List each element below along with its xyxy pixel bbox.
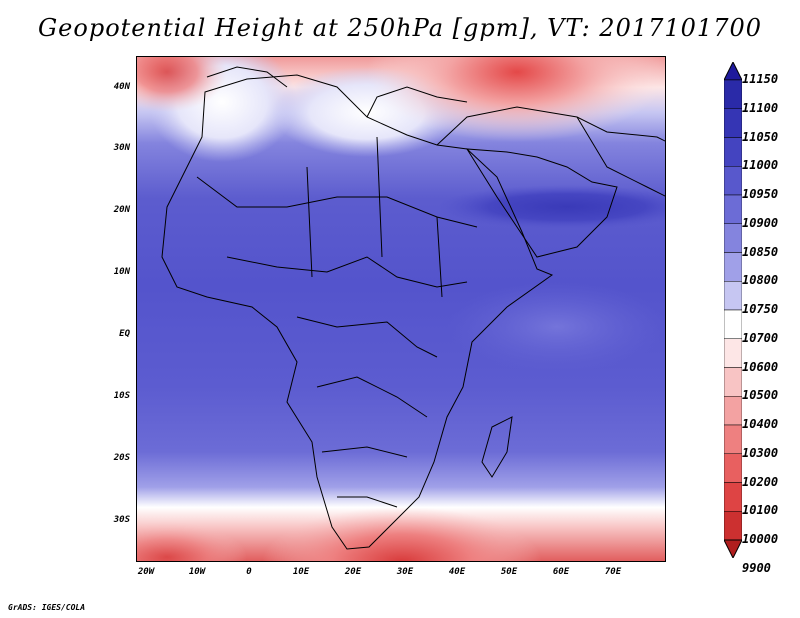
colorbar-bottom-triangle [723,539,743,560]
colorbar-swatch [723,137,743,167]
colorbar-swatch [723,108,743,138]
colorbar-swatch [723,194,743,224]
colorbar-label: 10600 [742,359,779,374]
colorbar-swatch [723,252,743,282]
colorbar-label: 10850 [742,244,779,259]
colorbar-swatch [723,166,743,196]
colorbar-swatch [723,511,743,541]
lat-label: 20N [113,205,130,215]
colorbar-swatch [723,367,743,397]
lon-label: 30E [396,567,414,577]
lon-label: 70E [604,567,622,577]
colorbar-swatch [723,453,743,483]
colorbar-label: 11000 [742,158,779,173]
colorbar-label: 10900 [742,215,779,230]
colorbar-label: 10100 [742,503,779,518]
colorbar-label: 10950 [742,187,779,201]
colorbar-swatch [723,338,743,368]
lat-label: 40N [113,82,130,92]
colorbar-swatch [723,79,743,109]
colorbar-label: 10300 [742,445,779,460]
map-panel [136,56,666,562]
lat-label: 10S [113,391,130,401]
lat-label: 10N [113,267,130,277]
colorbar-label: 11150 [742,72,779,86]
colorbar-label: 10400 [742,417,779,431]
colorbar-label: 10000 [742,532,779,546]
colorbar-swatch [723,424,743,454]
colorbar-label: 9900 [742,560,771,575]
colorbar-swatch [723,281,743,311]
lon-label: 10E [292,567,310,577]
lat-label: 20S [113,453,130,463]
colorbar-swatch [723,396,743,426]
lat-label: 30N [113,143,130,153]
lat-label: 30S [113,515,130,525]
colorbar-swatch [723,482,743,512]
colorbar-label: 11050 [742,129,779,144]
colorbar-swatch [723,309,743,339]
lat-label: EQ [119,329,130,339]
coastlines [161,66,665,550]
colorbar-swatch [723,223,743,253]
lon-label: 50E [500,567,518,577]
colorbar-label: 10700 [742,330,779,345]
colorbar-label: 10500 [742,388,779,403]
colorbar-top-triangle [723,60,743,81]
lon-label: 20E [344,567,362,577]
colorbar-label: 10800 [742,273,779,288]
lon-label: 20W [137,567,155,577]
colorbar-label: 10750 [742,302,779,316]
map-title: Geopotential Height at 250hPa [gpm], VT:… [38,14,762,42]
lon-label: 10W [188,567,206,577]
lon-label: 0 [246,567,252,577]
colorbar-swatches [723,60,743,560]
colorbar-label: 10200 [742,474,779,489]
lon-label: 40E [448,567,466,577]
geopotential-field [137,57,665,561]
lon-label: 60E [552,567,570,577]
colorbar: 11150 11100 11050 11000 10950 10900 10850 10800… [723,60,794,575]
colorbar-label: 11100 [742,100,779,115]
footer-credit: GrADS: IGES/COLA [8,603,86,612]
